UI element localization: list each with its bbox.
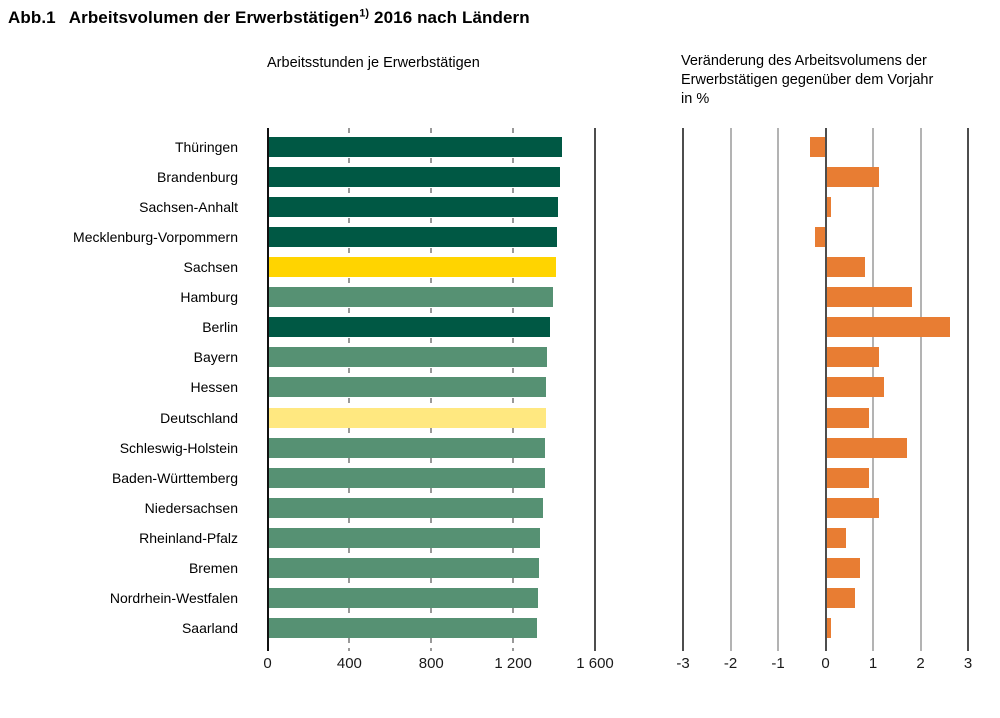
change-bar xyxy=(826,167,879,188)
category-label: Niedersachsen xyxy=(144,499,238,516)
change-bar xyxy=(826,407,870,428)
category-label: Hamburg xyxy=(180,289,238,306)
category-label: Rheinland-Pfalz xyxy=(139,529,238,546)
right-chart-subtitle: Veränderung des Arbeitsvolumens der Erwe… xyxy=(681,52,991,109)
figure-title-main: Arbeitsvolumen der Erwerbstätigen xyxy=(68,8,360,27)
change-bar xyxy=(826,527,846,548)
left-chart-subtitle: Arbeitsstunden je Erwerbstätigen xyxy=(267,55,480,71)
hours-bar xyxy=(268,377,547,398)
hours-bar xyxy=(268,257,557,278)
hours-bar xyxy=(268,407,546,428)
change-bar xyxy=(810,137,825,157)
y-axis-line xyxy=(266,128,269,651)
plot-border-line xyxy=(682,128,684,651)
category-label: Schleswig-Holstein xyxy=(119,439,238,456)
hours-bar xyxy=(268,617,538,638)
grid-line xyxy=(729,128,732,651)
change-bar xyxy=(826,287,912,308)
grid-line xyxy=(919,128,922,651)
change-bar xyxy=(826,587,855,608)
change-bar xyxy=(826,557,860,578)
x-tick-label: -3 xyxy=(676,655,690,672)
hours-bar xyxy=(268,587,539,608)
zero-line xyxy=(824,128,827,651)
change-bar xyxy=(826,437,908,458)
grid-line xyxy=(777,128,779,651)
hours-bar xyxy=(268,347,547,368)
x-tick-label: 1 xyxy=(868,655,878,672)
change-bar xyxy=(826,257,865,278)
footnote-marker: 1) xyxy=(359,7,370,20)
hours-bar xyxy=(268,437,546,458)
x-tick-label: -2 xyxy=(723,655,738,672)
plot-border-line xyxy=(967,128,969,651)
x-tick-label: 3 xyxy=(963,655,973,672)
right-chart-subtitle-line3: in % xyxy=(681,91,710,107)
category-label: Nordrhein-Westfalen xyxy=(109,589,238,606)
hours-bar xyxy=(268,497,544,518)
x-tick-label: 0 xyxy=(821,655,830,672)
hours-bar xyxy=(268,197,559,218)
category-label: Hessen xyxy=(190,379,238,396)
change-bar xyxy=(826,317,950,338)
hours-bar xyxy=(268,467,545,488)
plot-border-line xyxy=(594,128,596,651)
category-label: Deutschland xyxy=(160,409,238,426)
hours-bar xyxy=(268,227,558,248)
hours-bar xyxy=(268,287,554,308)
right-chart-subtitle-line1: Veränderung des Arbeitsvolumens der xyxy=(681,53,927,69)
category-label: Thüringen xyxy=(174,139,238,155)
change-bar xyxy=(815,227,825,248)
category-label: Berlin xyxy=(202,319,238,336)
hours-bar xyxy=(268,557,539,578)
x-tick-label: 400 xyxy=(336,655,362,672)
hours-bar xyxy=(268,317,551,338)
category-label: Bremen xyxy=(188,559,238,576)
x-tick-label: 800 xyxy=(418,655,444,672)
category-label: Brandenburg xyxy=(157,169,238,186)
change-bar xyxy=(826,617,832,638)
x-tick-label: 1 600 xyxy=(576,655,614,672)
x-tick-label: 0 xyxy=(263,655,272,672)
change-bar xyxy=(826,347,879,368)
figure-title: Abb.1 Arbeitsvolumen der Erwerbstätigen1)… xyxy=(8,8,530,28)
figure-number: Abb.1 xyxy=(8,8,56,27)
right-chart-subtitle-line2: Erwerbstätigen gegenüber dem Vorjahr xyxy=(681,72,934,88)
category-label: Sachsen xyxy=(183,259,238,276)
category-label: Bayern xyxy=(193,349,238,366)
change-bar xyxy=(826,377,884,398)
hours-bar xyxy=(268,527,541,548)
change-bar xyxy=(826,197,832,218)
change-bar xyxy=(826,497,879,518)
category-label: Mecklenburg-Vorpommern xyxy=(73,229,238,246)
x-tick-label: -1 xyxy=(771,655,785,672)
category-label: Saarland xyxy=(181,619,238,636)
category-label: Baden-Württemberg xyxy=(111,469,238,486)
category-label: Sachsen-Anhalt xyxy=(139,199,238,216)
change-bar xyxy=(826,467,870,488)
x-tick-label: 2 xyxy=(916,655,925,672)
hours-bar xyxy=(268,137,563,157)
figure-title-suffix: 2016 nach Ländern xyxy=(369,8,530,27)
x-tick-label: 1 200 xyxy=(494,655,532,672)
hours-bar xyxy=(268,167,560,188)
